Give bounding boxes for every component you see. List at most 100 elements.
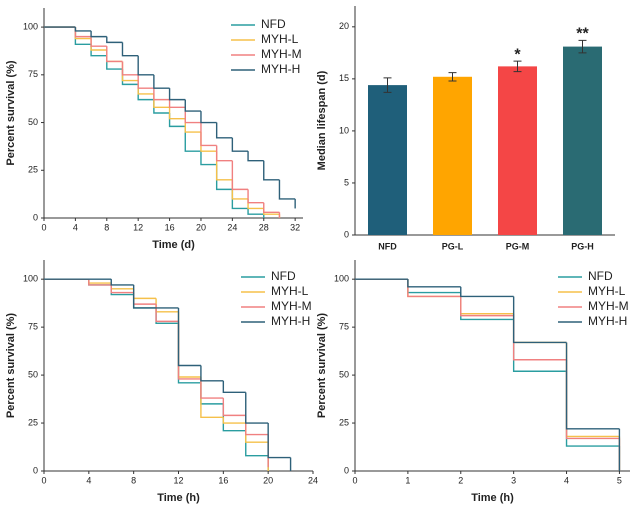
survival-step: [177, 321, 201, 380]
survival-step: [137, 80, 154, 95]
survival-step: [184, 126, 201, 152]
survival-step: [121, 42, 139, 57]
y-tick-label: 10: [339, 125, 349, 135]
survival-step: [177, 307, 201, 367]
legend-label: MYH-H: [271, 314, 310, 328]
x-tick-label: 28: [259, 222, 269, 232]
survival-step: [121, 61, 139, 82]
legend-label: MYH-M: [588, 299, 629, 313]
survival-step: [184, 107, 201, 124]
x-tick-label: 32: [290, 222, 300, 232]
survival-step: [278, 179, 296, 200]
survival-step: [460, 286, 514, 298]
x-tick-label: 12: [133, 222, 143, 232]
x-axis-title: Time (h): [157, 492, 200, 504]
survival-step: [267, 423, 291, 459]
survival-step: [155, 304, 179, 323]
y-tick-label: 15: [339, 73, 349, 83]
survival-step: [247, 208, 264, 215]
survival-step: [110, 279, 134, 286]
x-tick-label: 5: [617, 475, 622, 485]
survival-step: [200, 122, 217, 147]
y-tick-label: 25: [28, 165, 38, 175]
y-tick-label: 75: [28, 322, 38, 332]
survival-step: [263, 208, 280, 215]
survival-step: [200, 111, 217, 124]
survival-step: [90, 30, 107, 38]
survival-step: [407, 279, 461, 298]
survival-step: [263, 160, 280, 181]
bar: [433, 76, 472, 235]
legend-label: MYH-H: [588, 314, 627, 328]
survival-step: [215, 145, 233, 162]
significance-mark: *: [514, 46, 521, 63]
y-tick-label: 75: [28, 69, 38, 79]
survival-step: [121, 69, 139, 86]
survival-step: [153, 99, 170, 114]
survival-step: [565, 342, 620, 430]
survival-step: [110, 284, 134, 294]
survival-step: [407, 279, 461, 288]
survival-step: [153, 88, 170, 101]
survival-step: [263, 202, 280, 213]
survival-step: [407, 279, 461, 294]
survival-step: [231, 137, 249, 152]
survival-step: [460, 296, 514, 317]
survival-step: [222, 380, 246, 394]
y-tick-label: 100: [23, 274, 38, 284]
survival-step: [106, 55, 123, 70]
panel: 0 25 50 75 100 0 4 8 12 16 20 24 Time (h) Percent sur…: [5, 260, 318, 504]
y-tick-label: 25: [28, 417, 38, 427]
survival-step: [106, 46, 123, 63]
survival-step: [200, 377, 224, 418]
category-label: PG-L: [442, 241, 464, 251]
survival-step: [155, 298, 179, 313]
survival-step: [184, 118, 201, 133]
x-tick-label: 0: [352, 475, 357, 485]
legend-label: NFD: [261, 17, 286, 31]
survival-step: [222, 403, 246, 432]
y-tick-label: 25: [339, 417, 349, 427]
survival-step: [90, 36, 107, 47]
survival-step: [121, 61, 139, 76]
x-tick-label: 16: [218, 475, 228, 485]
survival-step: [168, 88, 186, 101]
legend-label: MYH-M: [261, 47, 302, 61]
survival-step: [245, 415, 269, 436]
y-axis-title: Percent survival (%): [5, 60, 17, 165]
panel: 0 25 50 75 100 0 4 8 12 16 20 24 28 32 Time (d) Percent…: [5, 8, 303, 251]
legend-label: MYH-M: [271, 299, 312, 313]
y-tick-label: 20: [339, 21, 349, 31]
y-tick-label: 0: [33, 465, 38, 475]
x-tick-label: 0: [41, 475, 46, 485]
x-tick-label: 20: [263, 475, 273, 485]
survival-step: [200, 365, 224, 382]
category-label: PG-M: [506, 241, 530, 251]
survival-step: [222, 417, 246, 424]
x-tick-label: 16: [165, 222, 175, 232]
survival-step: [153, 93, 170, 108]
survival-step: [110, 283, 134, 290]
survival-step: [74, 27, 92, 45]
survival-step: [245, 423, 269, 443]
survival-step: [247, 198, 264, 210]
category-label: PG-H: [571, 241, 594, 251]
x-tick-label: 8: [131, 475, 136, 485]
survival-step: [200, 382, 224, 405]
bar: [563, 46, 602, 235]
y-tick-label: 50: [28, 369, 38, 379]
legend-label: NFD: [271, 269, 296, 283]
survival-step: [407, 279, 461, 298]
bar: [368, 85, 407, 235]
survival-step: [132, 294, 157, 309]
survival-step: [177, 323, 201, 384]
legend-label: NFD: [588, 269, 613, 283]
y-tick-label: 100: [23, 21, 38, 31]
survival-step: [168, 99, 186, 108]
error-bar: [513, 60, 522, 73]
survival-step: [74, 27, 92, 32]
survival-step: [512, 296, 567, 344]
x-tick-label: 0: [41, 222, 46, 232]
y-tick-label: 75: [339, 322, 349, 332]
